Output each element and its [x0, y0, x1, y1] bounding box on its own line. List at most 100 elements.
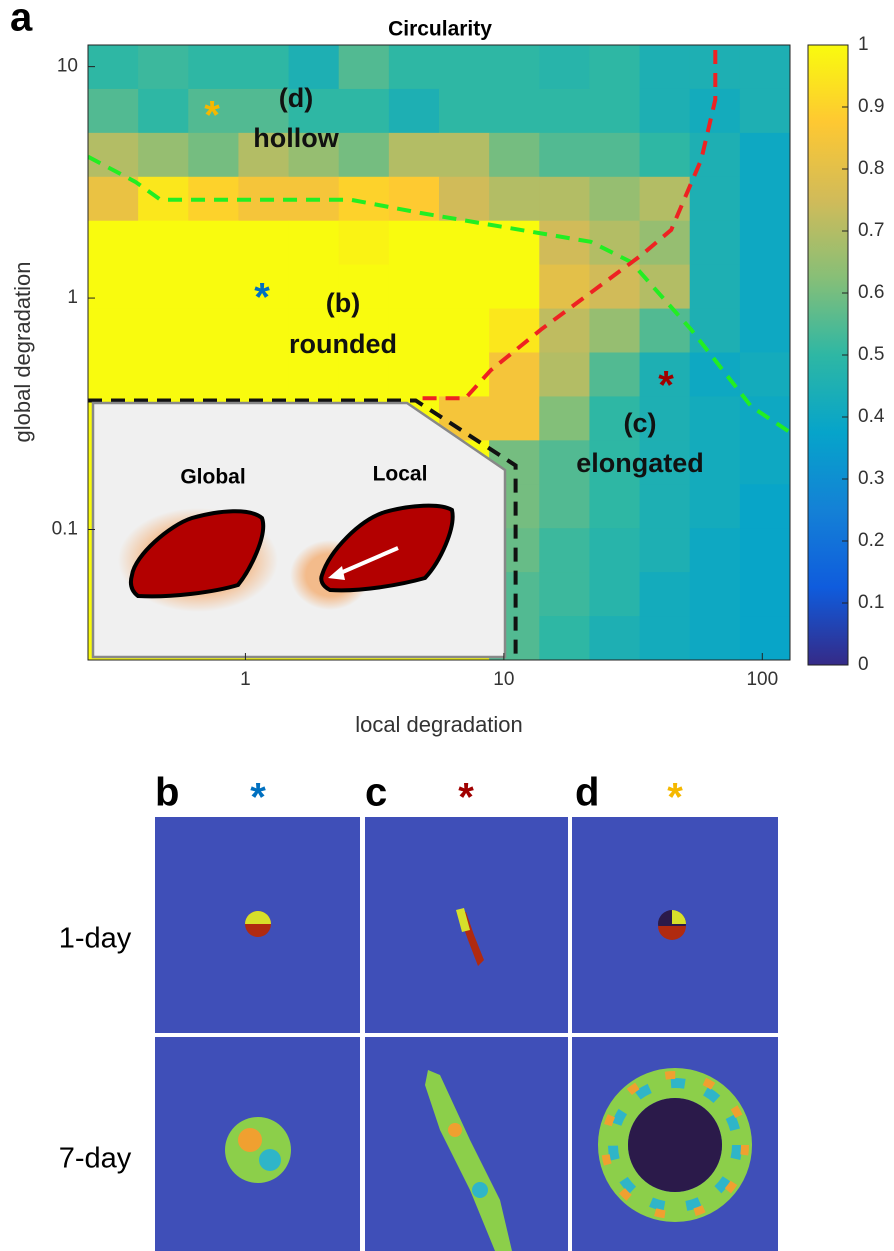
heat-cell [690, 177, 741, 221]
heat-cell [188, 309, 239, 353]
heat-cell [289, 221, 340, 265]
heat-cell [238, 353, 289, 397]
annotation: rounded [289, 329, 397, 359]
heat-cell [439, 353, 490, 397]
panel-label: c [365, 771, 387, 815]
heat-cell [439, 265, 490, 309]
heat-cell [339, 177, 390, 221]
colorbar-tick-label: 0.2 [858, 530, 884, 551]
heat-cell [138, 45, 189, 89]
panel-star: * [667, 776, 683, 820]
heat-cell [188, 221, 239, 265]
heat-cell [640, 45, 691, 89]
heat-cell [589, 484, 640, 528]
cell [448, 1123, 462, 1137]
heat-cell [389, 89, 440, 133]
heat-cell [640, 177, 691, 221]
heat-cell [439, 133, 490, 177]
simulation-panels: b c d * * * 1-day 7-day [59, 771, 778, 1251]
heat-cell [539, 89, 590, 133]
colorbar-tick-label: 0.8 [858, 158, 884, 179]
heat-cell [740, 265, 791, 309]
heat-cell [88, 45, 139, 89]
heat-cell [439, 177, 490, 221]
cell [259, 1149, 281, 1171]
heat-cell [339, 89, 390, 133]
heat-cell [138, 89, 189, 133]
heat-cell [489, 133, 540, 177]
heat-cell [740, 572, 791, 616]
heat-cell [690, 616, 741, 660]
x-tick-label: 100 [746, 669, 778, 690]
heat-cell [690, 89, 741, 133]
marker-star: * [204, 94, 220, 138]
x-tick-label: 10 [493, 669, 514, 690]
heat-cell [589, 45, 640, 89]
heat-cell [138, 309, 189, 353]
heat-cell [88, 89, 139, 133]
heat-cell [489, 396, 540, 440]
inset-label: Global [180, 466, 245, 489]
heat-cell [539, 396, 590, 440]
y-tick-label: 10 [57, 56, 78, 77]
annotation: (b) [326, 288, 360, 318]
heat-cell [389, 221, 440, 265]
heat-cell [489, 353, 540, 397]
heat-cell [539, 353, 590, 397]
colorbar-tick-label: 0.1 [858, 592, 884, 613]
heat-cell [389, 45, 440, 89]
heat-cell [589, 572, 640, 616]
heat-cell [539, 616, 590, 660]
marker-star: * [254, 276, 270, 320]
heat-cell [589, 353, 640, 397]
heat-cell [690, 572, 741, 616]
heat-cell [640, 265, 691, 309]
heat-cell [188, 353, 239, 397]
lumen [628, 1098, 722, 1192]
heat-cell [690, 309, 741, 353]
heat-cell [138, 353, 189, 397]
heat-cell [539, 45, 590, 89]
heat-cell [589, 177, 640, 221]
heat-cell [740, 177, 791, 221]
heat-cell [690, 396, 741, 440]
colorbar-tick-label: 0.4 [858, 406, 885, 427]
heat-cell [188, 45, 239, 89]
heat-cell [238, 221, 289, 265]
heat-cell [339, 221, 390, 265]
colorbar-tick-label: 0 [858, 654, 869, 675]
panel-label: a [10, 0, 33, 40]
heat-cell [640, 133, 691, 177]
heat-cell [489, 309, 540, 353]
heat-cell [539, 484, 590, 528]
heat-cell [489, 45, 540, 89]
colorbar-tick-label: 0.7 [858, 220, 884, 241]
heat-cell [640, 572, 691, 616]
annotation: (c) [624, 408, 657, 438]
heat-cell [188, 133, 239, 177]
y-tick-label: 0.1 [52, 519, 78, 540]
heat-cell [740, 353, 791, 397]
x-tick-label: 1 [240, 669, 251, 690]
heat-cell [640, 484, 691, 528]
chart-title: Circularity [388, 18, 492, 41]
heat-cell [489, 89, 540, 133]
heat-cell [138, 221, 189, 265]
heat-cell [589, 528, 640, 572]
heat-cell [88, 353, 139, 397]
heat-cell [740, 45, 791, 89]
marker-star: * [658, 364, 674, 408]
heat-cell [489, 177, 540, 221]
x-axis-label: local degradation [355, 712, 523, 737]
heat-cell [589, 616, 640, 660]
heat-cell [640, 89, 691, 133]
heat-cell [589, 309, 640, 353]
heat-cell [389, 265, 440, 309]
heat-cell [640, 616, 691, 660]
heat-cell [539, 528, 590, 572]
heat-cell [539, 177, 590, 221]
cell [238, 1128, 262, 1152]
heat-cell [740, 309, 791, 353]
heat-cell [88, 265, 139, 309]
heat-cell [439, 45, 490, 89]
